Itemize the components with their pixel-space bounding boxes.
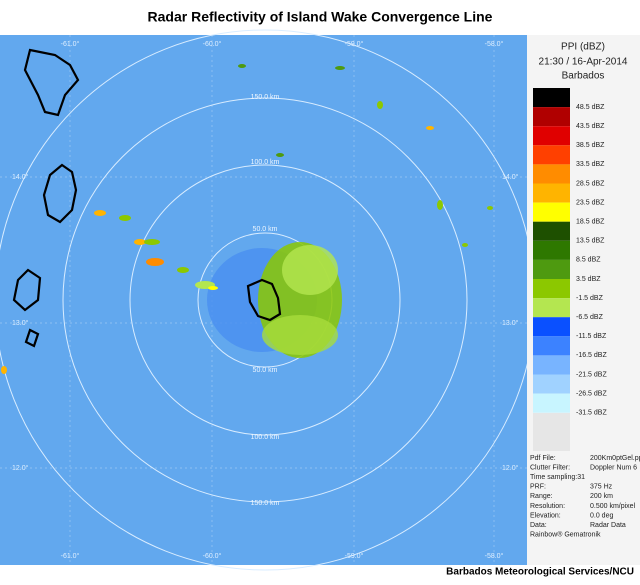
legend-swatch bbox=[533, 259, 570, 279]
info-value: Doppler Num 6 bbox=[590, 464, 637, 471]
legend-level: 18.5 dBZ bbox=[576, 219, 605, 226]
legend-swatch bbox=[533, 202, 570, 222]
ring-label: 50.0 km bbox=[253, 367, 278, 374]
ring-label: 150.0 km bbox=[251, 94, 280, 101]
empty-swatch bbox=[533, 413, 570, 451]
legend-swatch bbox=[533, 88, 570, 108]
lon-label: -61.0° bbox=[61, 40, 80, 48]
lon-label: -58.0° bbox=[485, 552, 504, 560]
legend-swatch bbox=[533, 164, 570, 184]
lat-labels: 14.0° 13.0° 12.0° 14.0° 13.0° 12.0° bbox=[12, 173, 519, 472]
info-key: Elevation: bbox=[530, 512, 561, 519]
ring-labels: 50.0 km 50.0 km 100.0 km 100.0 km 150.0 … bbox=[251, 94, 280, 507]
echoes bbox=[1, 64, 493, 374]
legend-level: -31.5 dBZ bbox=[576, 410, 607, 417]
legend-swatch bbox=[533, 183, 570, 203]
lat-label: 13.0° bbox=[12, 319, 29, 327]
info-value: 0.500 km/pixel bbox=[590, 503, 636, 510]
legend-level: -26.5 dBZ bbox=[576, 390, 607, 397]
ring-label: 150.0 km bbox=[251, 500, 280, 507]
legend-swatch bbox=[533, 298, 570, 318]
ring-label: 100.0 km bbox=[251, 159, 280, 166]
legend-level: -16.5 dBZ bbox=[576, 352, 607, 359]
info-value: 375 Hz bbox=[590, 484, 613, 491]
legend-level: -6.5 dBZ bbox=[576, 314, 604, 321]
info-key: Resolution: bbox=[530, 503, 565, 510]
legend-level: 13.5 dBZ bbox=[576, 238, 605, 245]
legend-swatch bbox=[533, 336, 570, 356]
legend-level: 23.5 dBZ bbox=[576, 199, 605, 206]
legend-level: 33.5 dBZ bbox=[576, 161, 605, 168]
info-key: Range: bbox=[530, 493, 553, 500]
info-value: 200 km bbox=[590, 493, 613, 500]
legend-level: 8.5 dBZ bbox=[576, 257, 601, 264]
lon-label: -58.0° bbox=[485, 40, 504, 48]
legend-site: Barbados bbox=[562, 71, 605, 82]
legend-swatch bbox=[533, 374, 570, 394]
legend-level: -21.5 dBZ bbox=[576, 371, 607, 378]
info-value: 200Km0ptGel.ppi bbox=[590, 455, 640, 462]
lon-label: -60.0° bbox=[203, 552, 222, 560]
footer: Barbados Meteorological Services/NCU bbox=[446, 567, 634, 578]
info-key: Time sampling:31 bbox=[530, 474, 585, 481]
info-key: Clutter Filter: bbox=[530, 464, 570, 471]
legend-swatch bbox=[533, 145, 570, 165]
info-value: Radar Data bbox=[590, 522, 626, 529]
legend-title: PPI (dBZ) bbox=[561, 42, 605, 53]
info-key: PRF: bbox=[530, 484, 546, 491]
lon-label: -60.0° bbox=[203, 40, 222, 48]
legend-swatch bbox=[533, 107, 570, 127]
legend-level: 3.5 dBZ bbox=[576, 276, 601, 283]
lat-label: 13.0° bbox=[502, 319, 519, 327]
lat-label: 12.0° bbox=[12, 464, 29, 472]
lat-label: 14.0° bbox=[502, 173, 519, 181]
legend-level: 38.5 dBZ bbox=[576, 142, 605, 149]
ring-label: 100.0 km bbox=[251, 434, 280, 441]
lon-label: -59.0° bbox=[345, 40, 364, 48]
legend-level: 43.5 dBZ bbox=[576, 123, 605, 130]
info-value: 0.0 deg bbox=[590, 512, 613, 519]
legend-time: 21:30 / 16-Apr-2014 bbox=[539, 57, 628, 68]
radar-map: -61.0° -60.0° -59.0° -58.0° -61.0° -60.0… bbox=[0, 29, 536, 571]
lat-label: 12.0° bbox=[502, 464, 519, 472]
legend-panel: PPI (dBZ) 21:30 / 16-Apr-2014 Barbados 4… bbox=[527, 35, 640, 565]
legend-swatch bbox=[533, 393, 570, 413]
info-key: Data: bbox=[530, 522, 547, 529]
legend-swatch bbox=[533, 221, 570, 241]
ring-label: 50.0 km bbox=[253, 226, 278, 233]
island-outlines bbox=[12, 48, 282, 348]
lon-label: -61.0° bbox=[61, 552, 80, 560]
lon-labels: -61.0° -60.0° -59.0° -58.0° -61.0° -60.0… bbox=[61, 40, 504, 560]
info-key: Rainbow® Gematronik bbox=[530, 531, 601, 539]
legend-swatch bbox=[533, 317, 570, 337]
title: Radar Reflectivity of Island Wake Conver… bbox=[148, 9, 493, 25]
lat-label: 14.0° bbox=[12, 173, 29, 181]
legend-level: 28.5 dBZ bbox=[576, 180, 605, 187]
lon-label: -59.0° bbox=[345, 552, 364, 560]
legend-swatch bbox=[533, 126, 570, 146]
legend-level: 48.5 dBZ bbox=[576, 104, 605, 111]
legend-swatch bbox=[533, 355, 570, 375]
info-key: Pdf File: bbox=[530, 455, 556, 462]
legend-swatch bbox=[533, 279, 570, 299]
legend-swatch bbox=[533, 240, 570, 260]
legend-level: -11.5 dBZ bbox=[576, 333, 607, 340]
legend-level: -1.5 dBZ bbox=[576, 295, 604, 302]
